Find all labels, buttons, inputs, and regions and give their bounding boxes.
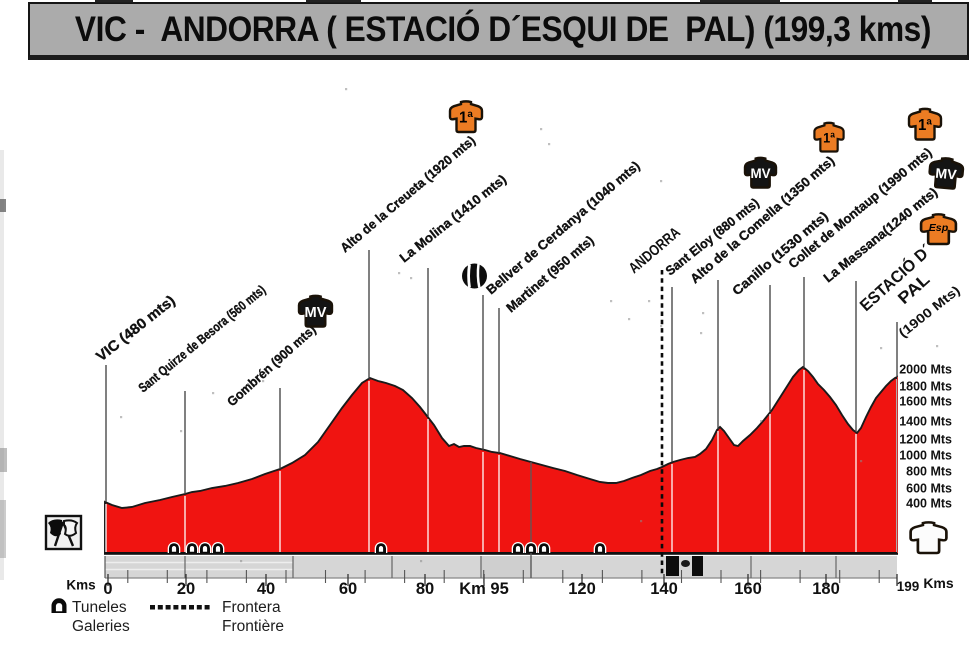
svg-text:80: 80: [416, 580, 434, 598]
svg-text:Galeries: Galeries: [72, 618, 130, 635]
svg-text:1200 Mts: 1200 Mts: [899, 433, 952, 447]
svg-text:Kms: Kms: [66, 578, 95, 593]
svg-text:60: 60: [339, 580, 357, 598]
svg-text:180: 180: [812, 580, 840, 598]
svg-text:1600 Mts: 1600 Mts: [899, 395, 952, 409]
svg-text:140: 140: [650, 580, 678, 598]
svg-text:Frontera: Frontera: [222, 599, 281, 616]
svg-text:VIC (480 mts): VIC (480 mts): [94, 293, 179, 365]
svg-text:Bellver de Cerdanya (1040 mts): Bellver de Cerdanya (1040 mts): [483, 158, 643, 297]
svg-text:20: 20: [177, 580, 195, 598]
svg-text:Tuneles: Tuneles: [72, 599, 127, 616]
svg-text:1ª: 1ª: [459, 109, 473, 126]
svg-text:Esp: Esp: [929, 223, 949, 234]
svg-text:2000 Mts: 2000 Mts: [899, 363, 952, 377]
svg-text:120: 120: [568, 580, 596, 598]
svg-text:Frontière: Frontière: [222, 618, 284, 635]
svg-text:199: 199: [897, 579, 920, 594]
svg-text:Km 95: Km 95: [459, 580, 509, 598]
svg-text:1400 Mts: 1400 Mts: [899, 415, 952, 429]
svg-text:Gombrén (900 mts): Gombrén (900 mts): [224, 322, 319, 409]
svg-text:MV: MV: [305, 305, 327, 321]
svg-text:0: 0: [103, 580, 112, 598]
svg-text:1000 Mts: 1000 Mts: [899, 449, 952, 463]
svg-text:Kms: Kms: [923, 575, 954, 591]
svg-text:160: 160: [734, 580, 762, 598]
svg-text:1800 Mts: 1800 Mts: [899, 380, 952, 394]
svg-text:600 Mts: 600 Mts: [906, 482, 952, 496]
svg-text:800 Mts: 800 Mts: [906, 465, 952, 479]
svg-text:MV: MV: [935, 165, 958, 183]
svg-text:40: 40: [257, 580, 275, 598]
svg-text:400 Mts: 400 Mts: [906, 497, 952, 511]
svg-text:Alto de la Creueta (1920 mts): Alto de la Creueta (1920 mts): [337, 133, 478, 256]
svg-text:1ª: 1ª: [823, 130, 835, 145]
svg-text:MV: MV: [750, 166, 770, 181]
svg-text:1ª: 1ª: [918, 117, 932, 134]
